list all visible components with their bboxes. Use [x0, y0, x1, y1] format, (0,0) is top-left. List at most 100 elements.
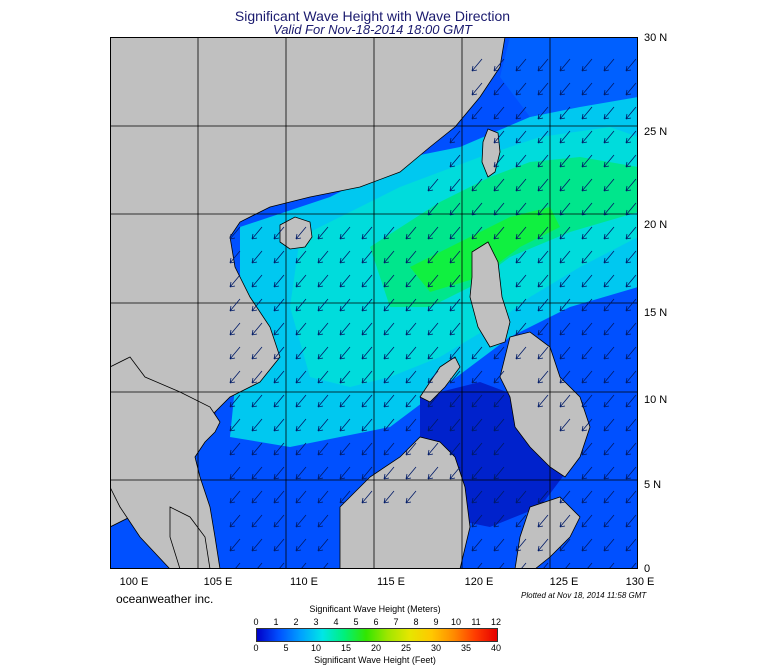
wave-direction-arrow — [471, 82, 483, 96]
wave-direction-arrow — [339, 442, 351, 456]
wave-direction-arrow — [493, 490, 505, 504]
wave-direction-arrow — [471, 106, 483, 120]
wave-direction-arrow — [559, 226, 571, 240]
wave-direction-arrow — [383, 370, 395, 384]
wave-direction-arrow — [251, 538, 263, 552]
wave-direction-arrow — [559, 250, 571, 264]
wave-direction-arrow — [559, 538, 571, 552]
wave-direction-arrow — [625, 250, 637, 264]
wave-direction-arrow — [251, 298, 263, 312]
wave-direction-arrow — [427, 298, 439, 312]
wave-direction-arrow — [339, 298, 351, 312]
wave-direction-arrow — [493, 466, 505, 480]
wave-direction-arrow — [581, 418, 593, 432]
wave-direction-arrow — [515, 250, 527, 264]
wave-direction-arrow — [361, 250, 373, 264]
wave-direction-arrow — [581, 82, 593, 96]
wave-direction-arrow — [361, 394, 373, 408]
wave-direction-arrow — [608, 562, 615, 569]
wave-direction-arrow — [625, 538, 637, 552]
wave-direction-arrow — [471, 346, 483, 360]
feet-tick: 15 — [340, 643, 351, 653]
lon-label-120e: 120 E — [464, 576, 494, 588]
wave-direction-arrow — [427, 250, 439, 264]
wave-direction-arrow — [229, 466, 241, 480]
wave-direction-arrow — [449, 154, 461, 168]
wave-direction-arrow — [515, 154, 527, 168]
wave-direction-arrow — [515, 346, 527, 360]
wave-direction-arrow — [471, 442, 483, 456]
wave-direction-arrow — [317, 370, 329, 384]
wave-direction-arrow — [317, 274, 329, 288]
wave-direction-arrow — [295, 466, 307, 480]
wave-direction-arrow — [581, 346, 593, 360]
wave-direction-arrow — [581, 490, 593, 504]
wave-direction-arrow — [383, 274, 395, 288]
wave-direction-arrow — [427, 466, 439, 480]
wave-direction-arrow — [405, 274, 417, 288]
wave-direction-arrow — [603, 106, 615, 120]
wave-direction-arrow — [603, 370, 615, 384]
wave-direction-arrow — [273, 370, 285, 384]
wave-direction-arrow — [559, 154, 571, 168]
wave-direction-arrow — [229, 322, 241, 336]
wave-direction-arrow — [449, 178, 461, 192]
wave-direction-arrow — [339, 370, 351, 384]
wave-direction-arrow — [251, 346, 263, 360]
wave-direction-arrow — [317, 298, 329, 312]
wave-direction-arrow — [427, 418, 439, 432]
wave-direction-arrow — [449, 322, 461, 336]
wave-direction-arrow — [537, 514, 549, 528]
wave-direction-arrow — [493, 538, 505, 552]
wave-direction-arrow — [537, 82, 549, 96]
wave-direction-arrow — [559, 514, 571, 528]
wave-direction-arrow — [493, 178, 505, 192]
wave-direction-arrow — [471, 466, 483, 480]
wave-direction-arrow — [471, 490, 483, 504]
wave-direction-arrow — [625, 418, 637, 432]
wave-direction-arrow — [625, 178, 637, 192]
wave-direction-arrow — [449, 394, 461, 408]
lon-label-100e: 100 E — [119, 576, 149, 588]
wave-direction-arrow — [251, 394, 263, 408]
wave-direction-arrow — [603, 82, 615, 96]
wave-direction-arrow — [251, 514, 263, 528]
wave-direction-arrow — [603, 274, 615, 288]
wave-direction-arrow — [625, 394, 637, 408]
visayas-mindanao — [499, 331, 591, 478]
wave-direction-arrow — [581, 154, 593, 168]
wave-direction-arrow — [256, 562, 263, 569]
wave-direction-arrow — [449, 346, 461, 360]
wave-direction-arrow — [559, 490, 571, 504]
graticule — [110, 37, 638, 569]
wave-direction-arrow — [339, 418, 351, 432]
wave-direction-arrow — [361, 490, 373, 504]
wave-direction-arrow — [405, 322, 417, 336]
wave-direction-arrow — [493, 154, 505, 168]
wave-direction-arrow — [339, 226, 351, 240]
wave-direction-arrow — [427, 178, 439, 192]
wave-direction-arrows — [229, 58, 637, 569]
wave-direction-arrow — [559, 178, 571, 192]
wave-direction-arrow — [515, 202, 527, 216]
meters-tick: 5 — [353, 617, 359, 627]
feet-tick: 25 — [400, 643, 411, 653]
wave-direction-arrow — [625, 322, 637, 336]
wave-direction-arrow — [383, 346, 395, 360]
meters-tick: 0 — [253, 617, 259, 627]
wave-direction-arrow — [498, 562, 505, 569]
wave-direction-arrow — [427, 394, 439, 408]
wave-direction-arrow — [449, 274, 461, 288]
wave-direction-arrow — [603, 178, 615, 192]
wave-direction-arrow — [603, 58, 615, 72]
wave-direction-arrow — [405, 394, 417, 408]
chart-subtitle: Valid For Nov-18-2014 18:00 GMT — [273, 22, 472, 37]
wave-direction-arrow — [295, 370, 307, 384]
wave-direction-arrow — [559, 130, 571, 144]
wave-direction-arrow — [559, 298, 571, 312]
wave-direction-arrow — [295, 394, 307, 408]
wave-direction-arrow — [537, 274, 549, 288]
meters-tick: 8 — [413, 617, 419, 627]
wave-direction-arrow — [449, 202, 461, 216]
wave-direction-arrow — [625, 202, 637, 216]
